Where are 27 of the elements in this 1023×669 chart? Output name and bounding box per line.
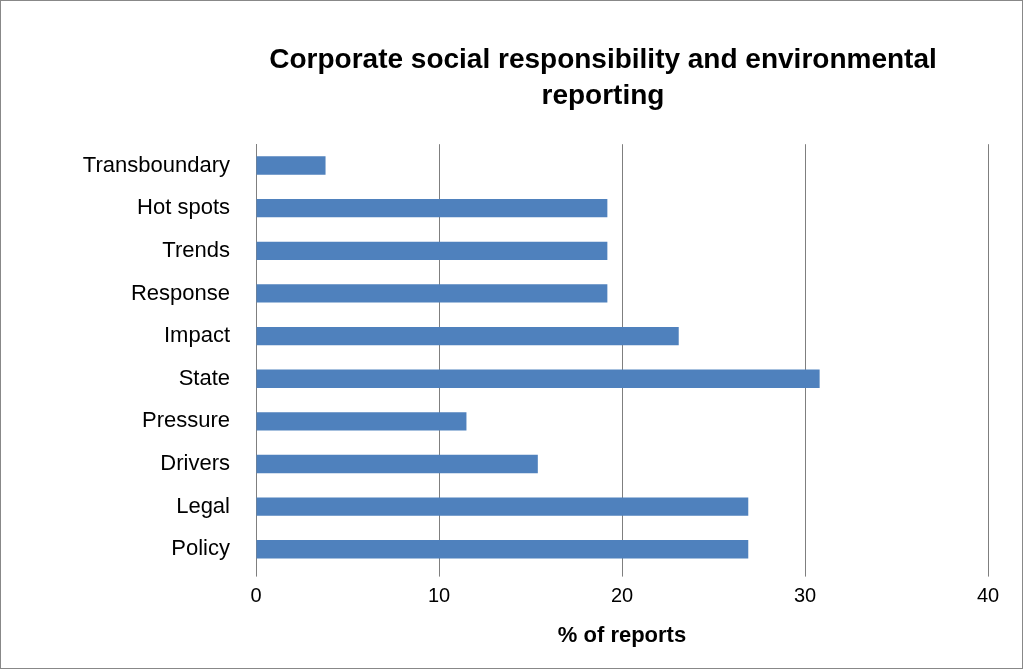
bar (256, 241, 608, 260)
x-tick-label: 30 (793, 584, 817, 607)
y-tick-label: Hot spots (137, 194, 230, 220)
x-tick-label: 10 (427, 584, 451, 607)
bar (256, 497, 749, 516)
y-tick-label: Policy (171, 535, 230, 561)
bar (256, 412, 467, 431)
bar (256, 540, 749, 559)
y-tick-label: Drivers (160, 450, 230, 476)
bar (256, 326, 679, 346)
y-tick-label: Legal (176, 492, 230, 518)
bar (256, 156, 326, 175)
x-tick-label: 40 (976, 584, 1000, 607)
y-tick-label: State (178, 364, 230, 390)
y-tick-label: Pressure (141, 407, 230, 433)
x-tick-label: 0 (250, 584, 262, 607)
bar (256, 198, 608, 218)
y-tick-label: Impact (163, 322, 230, 348)
bar (256, 454, 538, 474)
y-tick-label: Trends (162, 236, 230, 262)
bar (256, 284, 608, 303)
chart-title: Corporate social responsibility and environmental reporting (268, 42, 938, 112)
x-tick-label: 20 (610, 584, 634, 607)
x-axis-title: % of reports (557, 621, 687, 647)
bar (256, 369, 820, 388)
y-tick-label: Response (130, 279, 230, 305)
y-tick-label: Transboundary (82, 151, 230, 177)
